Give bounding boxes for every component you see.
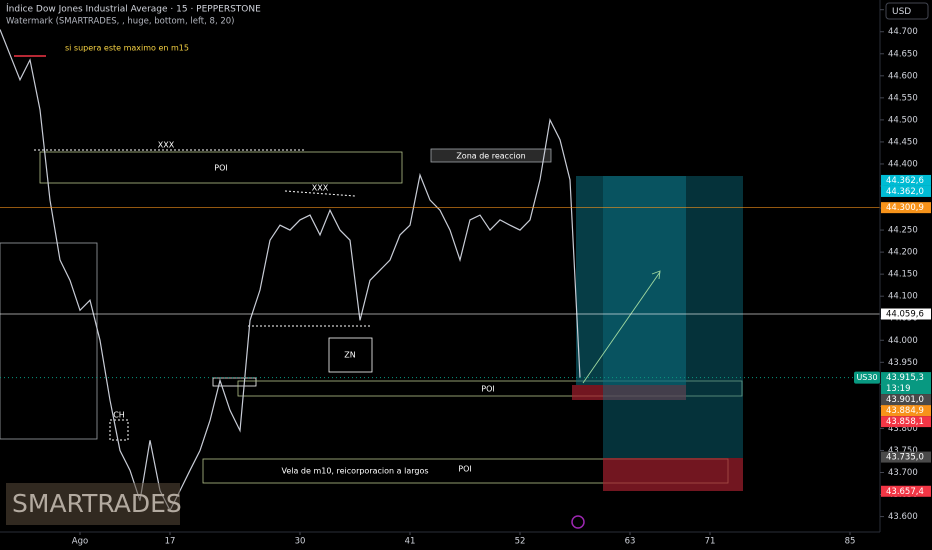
price-label-bg (881, 372, 931, 395)
price-label-bg (881, 394, 931, 406)
poi-box (237, 380, 743, 397)
price-label: 43.858,1 (886, 417, 924, 427)
x-tick-label: 85 (845, 537, 856, 547)
price-label: 43.901,0 (886, 395, 924, 405)
price-label-bg (881, 416, 931, 428)
currency-box[interactable] (885, 2, 929, 20)
ch-box (109, 419, 129, 441)
price-label: 44.300,9 (886, 203, 924, 213)
long-profit-zone (603, 176, 743, 458)
countdown: 13:19 (886, 384, 911, 394)
arrow (582, 271, 661, 384)
price-label-bg (881, 174, 931, 186)
y-tick-label: 43.800 (888, 424, 918, 434)
arrow-head (651, 270, 661, 280)
price-label-bg (881, 451, 931, 463)
annotation: POI (481, 385, 494, 394)
y-tick-label: 44.400 (888, 159, 918, 169)
currency[interactable]: USD (892, 7, 911, 17)
x-tick-label: 71 (705, 537, 716, 547)
watermark-bg (6, 483, 180, 525)
price-label: 44.059,6 (886, 309, 924, 319)
price-label-bg (881, 405, 931, 417)
y-tick-label: 44.450 (888, 137, 918, 147)
annotation: si supera este maximo en m15 (65, 44, 189, 53)
annotation: ZN (344, 351, 355, 360)
x-tick-label: Ago (72, 537, 88, 547)
y-tick-label: 44.600 (888, 71, 918, 81)
annotation: XXX (158, 141, 175, 150)
price-line (0, 29, 581, 512)
zn-box (328, 337, 373, 373)
time-axis-bg (0, 532, 932, 550)
poi-box (39, 151, 403, 184)
x-tick-label: 63 (625, 537, 636, 547)
y-tick-label: 44.650 (888, 49, 918, 59)
long-profit-zone (576, 176, 686, 385)
x-tick-label: 30 (295, 537, 306, 547)
annotation: POI (458, 465, 471, 474)
annotation: XXX (312, 184, 329, 193)
x-tick-label: 52 (515, 537, 526, 547)
long-stop-zone (603, 458, 743, 491)
watermark: SMARTRADES (12, 489, 182, 518)
subtitle: Watermark (SMARTRADES, , huge, bottom, l… (6, 17, 234, 27)
price-label-bg (881, 308, 931, 320)
y-tick-label: 44.150 (888, 270, 918, 280)
price-label: 44.362,6 (886, 176, 924, 186)
price-label: 44.362,0 (886, 187, 924, 197)
y-tick-label: 43.750 (888, 446, 918, 456)
y-tick-label: 43.700 (888, 468, 918, 478)
y-tick-label: 44.500 (888, 115, 918, 125)
price-label: 43.657,4 (886, 487, 924, 497)
price-label: 43.915,3 (886, 373, 924, 383)
y-tick-label: 43.600 (888, 512, 918, 522)
zone-box (430, 148, 552, 163)
price-label: 43.884,9 (886, 406, 924, 416)
y-tick-label: 44.200 (888, 248, 918, 258)
price-label-bg (881, 485, 931, 497)
x-tick-label: 41 (405, 537, 416, 547)
chart-title: Índice Dow Jones Industrial Average · 15… (6, 3, 261, 15)
price-label-bg (881, 185, 931, 197)
drawings (0, 55, 743, 491)
series-tag-bg (854, 371, 880, 384)
y-tick-label: 44.250 (888, 226, 918, 236)
annotation: CH (113, 411, 125, 420)
price-label: 43.735,0 (886, 453, 924, 463)
x-tick-label: 17 (165, 537, 176, 547)
y-tick-label: 44.100 (888, 292, 918, 302)
y-tick-label: 44.700 (888, 27, 918, 37)
series-tag: US30 (856, 373, 877, 382)
annotation: Zona de reaccion (456, 152, 525, 161)
logo-icon[interactable] (571, 515, 585, 529)
y-tick-label: 44.000 (888, 336, 918, 346)
plot (0, 29, 880, 512)
annotation: POI (214, 164, 227, 173)
annotation: Vela de m10, reicorporacion a largos (281, 467, 428, 476)
y-tick-label: 43.950 (888, 358, 918, 368)
y-tick-label: 44.550 (888, 93, 918, 103)
small-box (212, 377, 257, 387)
long-stop-zone (572, 385, 686, 400)
price-label-bg (881, 202, 931, 214)
range-box (0, 242, 98, 440)
